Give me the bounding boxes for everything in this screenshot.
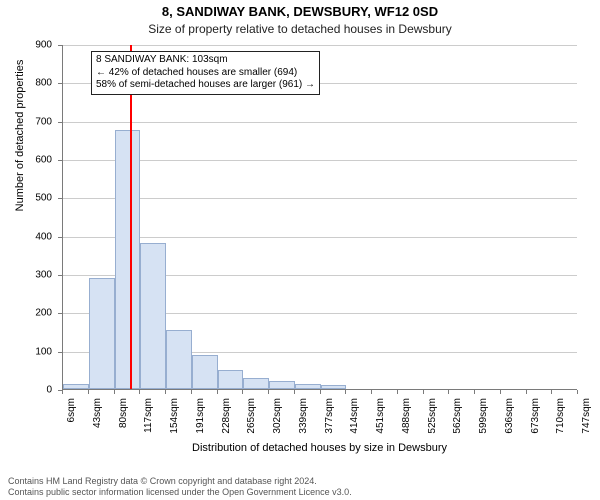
x-tick-mark (88, 390, 89, 394)
histogram-bar (295, 384, 321, 389)
histogram-bar (321, 385, 347, 389)
x-tick-mark (423, 390, 424, 394)
x-tick-label: 339sqm (298, 398, 309, 448)
x-tick-mark (371, 390, 372, 394)
histogram-bar (269, 381, 295, 389)
x-tick-label: 488sqm (401, 398, 412, 448)
y-tick-mark (58, 313, 62, 314)
plot-area: 8 SANDIWAY BANK: 103sqm ← 42% of detache… (62, 45, 577, 390)
histogram-bar (166, 330, 192, 389)
histogram-bar (63, 384, 89, 389)
x-tick-label: 43sqm (92, 398, 103, 448)
x-tick-label: 228sqm (221, 398, 232, 448)
x-tick-label: 562sqm (452, 398, 463, 448)
y-tick-mark (58, 83, 62, 84)
y-tick-label: 500 (0, 193, 52, 204)
x-tick-mark (114, 390, 115, 394)
x-tick-mark (294, 390, 295, 394)
x-tick-mark (268, 390, 269, 394)
annotation-line-1: 8 SANDIWAY BANK: 103sqm (96, 54, 315, 67)
y-tick-label: 700 (0, 116, 52, 127)
x-tick-mark (191, 390, 192, 394)
x-tick-label: 80sqm (118, 398, 129, 448)
x-tick-label: 599sqm (478, 398, 489, 448)
y-tick-label: 600 (0, 155, 52, 166)
x-tick-mark (500, 390, 501, 394)
y-tick-label: 400 (0, 231, 52, 242)
histogram-bar (243, 378, 269, 390)
x-tick-label: 191sqm (195, 398, 206, 448)
x-tick-label: 747sqm (581, 398, 592, 448)
grid-line (63, 45, 577, 46)
footer-line-2: Contains public sector information licen… (8, 487, 592, 498)
y-tick-mark (58, 275, 62, 276)
y-tick-mark (58, 237, 62, 238)
footer-attribution: Contains HM Land Registry data © Crown c… (8, 476, 592, 498)
annotation-line-2: ← 42% of detached houses are smaller (69… (96, 67, 315, 80)
x-tick-mark (345, 390, 346, 394)
x-axis-title: Distribution of detached houses by size … (62, 442, 577, 454)
x-tick-mark (551, 390, 552, 394)
x-tick-label: 710sqm (555, 398, 566, 448)
marker-line (130, 45, 132, 389)
x-tick-mark (242, 390, 243, 394)
x-tick-label: 525sqm (427, 398, 438, 448)
y-tick-label: 100 (0, 346, 52, 357)
y-tick-label: 900 (0, 40, 52, 51)
chart-subtitle: Size of property relative to detached ho… (0, 22, 600, 36)
histogram-bar (89, 278, 115, 389)
x-tick-mark (320, 390, 321, 394)
x-tick-mark (577, 390, 578, 394)
histogram-bar (218, 370, 244, 389)
x-tick-label: 302sqm (272, 398, 283, 448)
x-tick-mark (165, 390, 166, 394)
y-tick-mark (58, 160, 62, 161)
x-tick-mark (397, 390, 398, 394)
grid-line (63, 122, 577, 123)
x-tick-label: 6sqm (66, 398, 77, 448)
y-tick-mark (58, 198, 62, 199)
x-tick-label: 673sqm (530, 398, 541, 448)
x-tick-label: 636sqm (504, 398, 515, 448)
y-tick-mark (58, 352, 62, 353)
annotation-box: 8 SANDIWAY BANK: 103sqm ← 42% of detache… (91, 51, 320, 95)
x-tick-mark (474, 390, 475, 394)
y-tick-label: 800 (0, 78, 52, 89)
histogram-bar (192, 355, 218, 390)
x-tick-mark (217, 390, 218, 394)
x-tick-mark (526, 390, 527, 394)
x-tick-mark (139, 390, 140, 394)
y-tick-label: 200 (0, 308, 52, 319)
y-tick-mark (58, 122, 62, 123)
chart-title: 8, SANDIWAY BANK, DEWSBURY, WF12 0SD (0, 4, 600, 19)
y-tick-label: 0 (0, 385, 52, 396)
footer-line-1: Contains HM Land Registry data © Crown c… (8, 476, 592, 487)
x-tick-label: 117sqm (143, 398, 154, 448)
x-tick-mark (62, 390, 63, 394)
histogram-bar (140, 243, 166, 389)
x-tick-label: 451sqm (375, 398, 386, 448)
x-tick-label: 265sqm (246, 398, 257, 448)
annotation-line-3: 58% of semi-detached houses are larger (… (96, 79, 315, 92)
x-tick-label: 154sqm (169, 398, 180, 448)
y-tick-label: 300 (0, 270, 52, 281)
x-tick-label: 377sqm (324, 398, 335, 448)
y-tick-mark (58, 45, 62, 46)
x-tick-label: 414sqm (349, 398, 360, 448)
histogram-bar (115, 130, 141, 389)
x-tick-mark (448, 390, 449, 394)
